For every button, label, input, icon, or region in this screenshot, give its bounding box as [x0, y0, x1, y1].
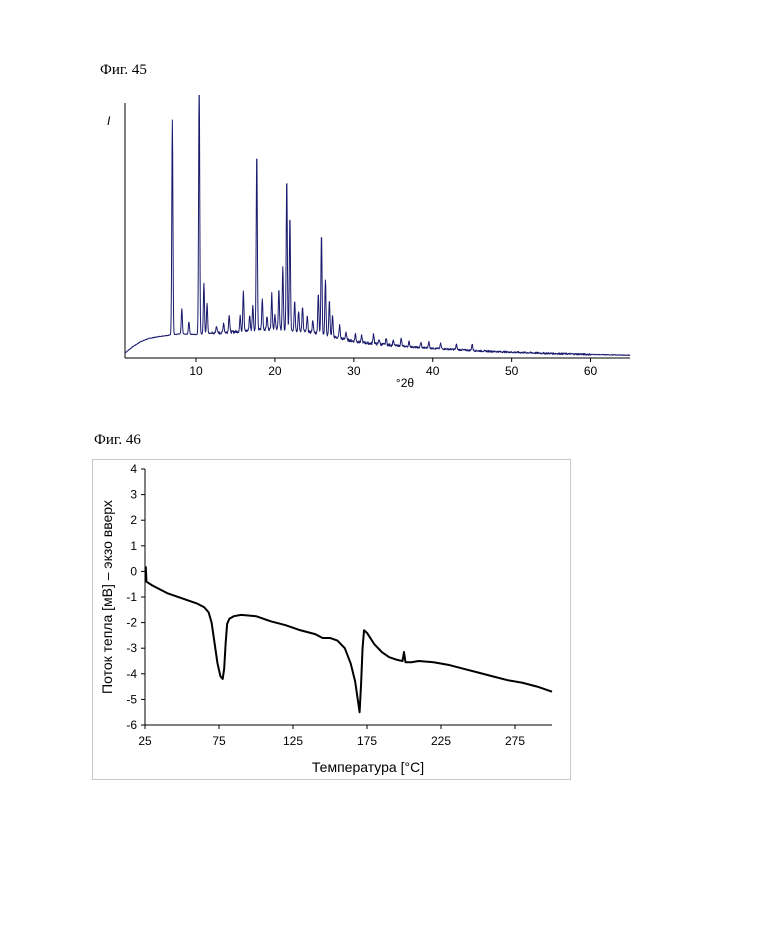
y-tick-label: -2	[126, 616, 137, 630]
y-tick-label: -5	[126, 692, 137, 706]
y-tick-label: -3	[126, 641, 137, 655]
x-tick-label: 25	[138, 734, 152, 748]
x-tick-label: 75	[212, 734, 226, 748]
y-tick-label: 3	[130, 488, 137, 502]
y-tick-label: 0	[130, 564, 137, 578]
y-tick-label: 1	[130, 539, 137, 553]
xrd-pattern-chart: I °2θ 10 20 30 40 50 60	[95, 95, 635, 395]
x-tick-label: 225	[431, 734, 451, 748]
y-tick-label: -4	[126, 667, 137, 681]
x-tick-label: 40	[426, 364, 440, 378]
x-tick-label: 30	[347, 364, 361, 378]
y-axis-label: I	[107, 114, 111, 128]
chart-frame	[93, 460, 571, 780]
figure-46-caption: Фиг. 46	[94, 432, 141, 449]
x-tick-label: 275	[505, 734, 525, 748]
x-axis-label: Температура [°C]	[312, 759, 424, 775]
x-tick-label: 60	[584, 364, 598, 378]
x-tick-label: 20	[268, 364, 282, 378]
y-axis-label: Поток тепла [мВ] – экзо вверх	[99, 500, 115, 694]
x-axis-label: °2θ	[396, 376, 414, 390]
x-tick-label: 175	[357, 734, 377, 748]
y-tick-label: 2	[130, 513, 137, 527]
x-tick-label: 10	[189, 364, 203, 378]
x-tick-label: 125	[283, 734, 303, 748]
dsc-thermogram-chart: -6 -5 -4 -3 -2 -1 0 1 2 3 4 25 75 125 175 225 275 Темпе…	[92, 459, 572, 781]
y-tick-label: -6	[126, 718, 137, 732]
diffraction-line	[125, 95, 630, 355]
y-tick-label: -1	[126, 590, 137, 604]
x-tick-label: 50	[505, 364, 519, 378]
y-tick-label: 4	[130, 462, 137, 476]
x-tick-group: 10 20 30 40 50 60	[189, 358, 597, 378]
figure-45-caption: Фиг. 45	[100, 62, 147, 79]
